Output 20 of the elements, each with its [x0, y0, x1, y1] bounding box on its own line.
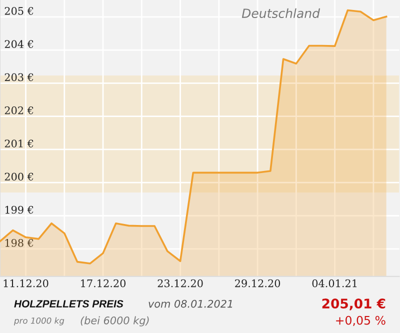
- text: (bei 6000 kg): [80, 316, 149, 326]
- annotation: Deutschland: [242, 8, 320, 18]
- text: 205,01 €: [322, 298, 386, 310]
- x-tick-label: 04.01.21: [312, 279, 357, 288]
- text: pro 1000 kg: [14, 317, 64, 326]
- text: HOLZPELLETS PREIS: [14, 300, 124, 308]
- text: +0,05 %: [336, 316, 386, 326]
- y-tick-label: 205 €: [4, 7, 34, 15]
- y-tick-label: 198 €: [5, 238, 34, 247]
- text: vom 08.01.2021: [148, 300, 232, 308]
- y-tick-label: 204 €: [4, 40, 34, 48]
- y-tick-label: 199 €: [5, 206, 34, 214]
- y-tick-label: 200 €: [4, 172, 34, 181]
- x-tick-label: 23.12.20: [158, 279, 203, 288]
- x-tick-label: 11.12.20: [4, 279, 48, 288]
- y-tick-label: 202 €: [4, 106, 34, 114]
- y-tick-label: 201 €: [4, 140, 34, 148]
- x-tick-label: 17.12.20: [81, 279, 126, 288]
- x-tick-label: 29.12.20: [235, 279, 280, 288]
- y-tick-label: 203 €: [4, 73, 34, 82]
